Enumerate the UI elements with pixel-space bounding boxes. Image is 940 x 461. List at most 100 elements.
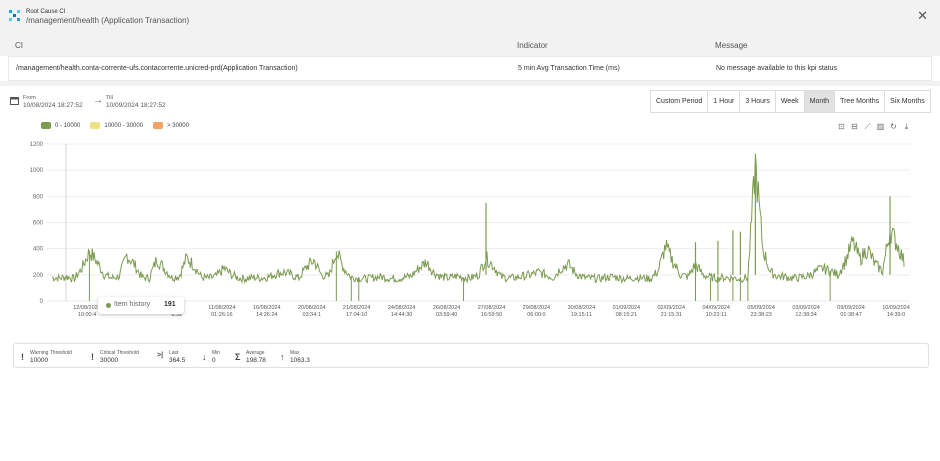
column-header-ci: CI (15, 41, 23, 50)
legend-item[interactable]: 10000 - 30000 (90, 122, 143, 129)
chart-toolbar: ⊡ ⊟ ⟋ ▥ ↻ ⤓ (837, 122, 911, 131)
stat-value: 0 (212, 357, 216, 364)
till-label: Till (106, 95, 113, 101)
from-value: 10/08/2024 18:27:52 (23, 102, 83, 109)
close-icon[interactable]: ✕ (917, 8, 928, 23)
x-tick-date: 01/09/2024 (613, 305, 641, 311)
till-date[interactable]: → Till 10/09/2024 18:27:52 (93, 93, 173, 111)
max-icon: ↑ (280, 352, 285, 362)
app-logo-icon (9, 10, 22, 23)
x-tick-date: 12/08/2024 (73, 305, 101, 311)
x-tick-date: 03/09/2024 (792, 305, 820, 311)
bar-chart-icon[interactable]: ▥ (876, 122, 885, 131)
series-dot-icon (106, 303, 111, 308)
x-tick-date: 04/09/2024 (702, 305, 730, 311)
from-label: From (23, 95, 36, 101)
x-tick-date: 26/08/2024 (433, 305, 461, 311)
x-tick-time: 16:59:50 (481, 312, 502, 318)
x-tick-time: 8:32 (172, 312, 183, 318)
x-tick-date: 09/09/2024 (837, 305, 865, 311)
critical-icon: ! (91, 352, 94, 362)
period-six-months-button[interactable]: Six Months (884, 91, 930, 112)
tooltip-value: 191 (164, 301, 176, 308)
from-date[interactable]: From 10/08/2024 18:27:52 (10, 93, 90, 111)
x-tick-time: 03:34:1 (303, 312, 321, 318)
tooltip-label: Item history (114, 301, 151, 308)
y-tick-label: 1200 (30, 142, 44, 148)
stat-label: Last (169, 350, 179, 356)
stat-label: Critical Threshold (100, 350, 139, 356)
average-icon: Σ (235, 352, 241, 362)
x-tick-time: 12:38:34 (795, 312, 816, 318)
period-custom-period-button[interactable]: Custom Period (656, 98, 703, 105)
x-tick-date: 11/08/2024 (208, 305, 235, 311)
x-tick-time: 01:26:16 (211, 312, 232, 318)
legend-swatch (90, 122, 101, 129)
x-tick-time: 08:15:21 (616, 312, 637, 318)
transaction-time-chart[interactable]: 02004006008001000120012/08/202410:00:4/2… (0, 134, 940, 334)
x-tick-date: 24/08/2024 (388, 305, 416, 311)
x-tick-time: 21:15:31 (661, 312, 682, 318)
last-icon: >| (157, 352, 164, 359)
legend-item[interactable]: > 30000 (153, 122, 189, 129)
period-1-hour-button[interactable]: 1 Hour (707, 91, 739, 112)
dialog-title: /management/health (Application Transact… (26, 16, 190, 25)
x-tick-time: 10:23:11 (706, 312, 727, 318)
period-month-button[interactable]: Month (803, 91, 835, 112)
y-tick-label: 200 (33, 273, 44, 279)
x-tick-time: 19:15:11 (571, 312, 592, 318)
x-tick-time: 17:04:10 (346, 312, 367, 318)
chart-legend: 0 - 10000 10000 - 30000 > 30000 (41, 122, 189, 129)
dialog-subtitle: Root Cause CI (26, 9, 66, 15)
min-icon: ↓ (202, 352, 207, 362)
stat-value: 364.5 (169, 357, 186, 364)
legend-label: > 30000 (167, 122, 189, 129)
x-tick-date: 27/08/2024 (478, 305, 506, 311)
legend-label: 0 - 10000 (55, 122, 81, 129)
cell-indicator: 5 min Avg Transaction Time (ms) (518, 65, 620, 72)
stat-label: Max (290, 350, 300, 356)
x-tick-date: 16/08/2024 (253, 305, 281, 311)
period-selector: Custom Period 1 Hour 3 Hours Week Month Tree … (650, 90, 931, 113)
stats-bar: ! Warning Threshold 10000 ! Critical Thr… (13, 343, 929, 368)
column-header-message: Message (715, 41, 748, 50)
period-3-hours-button[interactable]: 3 Hours (739, 91, 775, 112)
table-row[interactable]: /management/health.conta-corrente-ufs.co… (8, 56, 932, 81)
series-line (51, 153, 905, 285)
x-tick-date: 30/08/2024 (568, 305, 596, 311)
legend-swatch (153, 122, 164, 129)
x-tick-date: 10/09/2024 (882, 305, 910, 311)
line-chart-icon[interactable]: ⟋ (864, 122, 871, 131)
y-tick-label: 1000 (30, 168, 44, 174)
zoom-in-icon[interactable]: ⊡ (838, 122, 845, 131)
y-tick-label: 600 (33, 221, 44, 227)
download-icon[interactable]: ⤓ (904, 122, 909, 131)
calendar-icon (10, 97, 19, 105)
refresh-icon[interactable]: ↻ (890, 122, 897, 131)
x-tick-time: 03:59:40 (436, 312, 457, 318)
x-tick-time: 01:38:47 (840, 312, 861, 318)
arrow-right-icon: → (93, 95, 103, 106)
y-tick-label: 0 (40, 299, 44, 305)
divider (0, 81, 940, 86)
x-tick-date: 02/09/2024 (658, 305, 686, 311)
x-tick-time: 14:44:30 (391, 312, 412, 318)
title-bar: Root Cause CI /management/health (Applic… (0, 0, 940, 34)
stat-label: Average (246, 350, 265, 356)
x-tick-date: 29/08/2024 (523, 305, 551, 311)
legend-label: 10000 - 30000 (104, 122, 144, 129)
warning-icon: ! (21, 352, 24, 362)
legend-item[interactable]: 0 - 10000 (41, 122, 80, 129)
cell-message: No message available to this kpi status (716, 65, 838, 72)
period-tree-months-button[interactable]: Tree Months (834, 91, 884, 112)
x-tick-date: 05/09/2024 (747, 305, 775, 311)
period-week-button[interactable]: Week (774, 91, 804, 112)
till-value: 10/09/2024 18:27:52 (106, 102, 166, 109)
x-tick-time: 06:00:0 (527, 312, 545, 318)
stat-label: Min (212, 350, 221, 356)
stat-value: 198.78 (246, 357, 266, 364)
y-tick-label: 400 (33, 247, 44, 253)
stat-value: 10000 (30, 357, 49, 364)
zoom-out-icon[interactable]: ⊟ (851, 122, 858, 131)
stat-value: 30000 (100, 357, 119, 364)
